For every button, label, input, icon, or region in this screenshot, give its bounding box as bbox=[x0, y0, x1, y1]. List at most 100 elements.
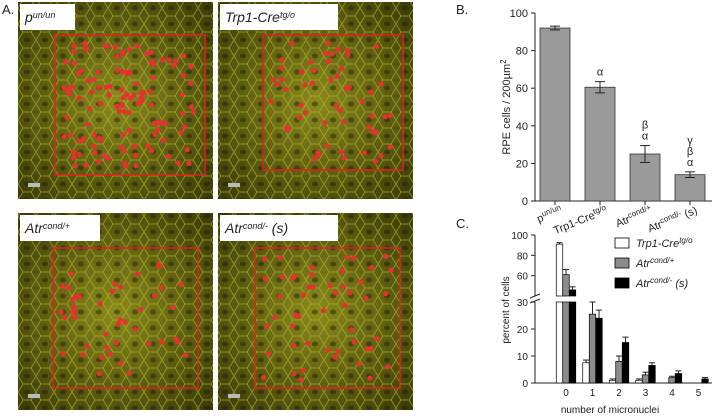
cell-marker bbox=[60, 350, 66, 357]
cell-marker bbox=[132, 326, 138, 332]
cell-marker bbox=[71, 43, 77, 49]
cell-marker bbox=[133, 163, 139, 169]
cell-marker bbox=[385, 364, 391, 370]
cell-marker bbox=[115, 321, 121, 327]
cell-marker bbox=[151, 120, 157, 126]
bar bbox=[615, 361, 623, 384]
cell-marker bbox=[159, 339, 165, 345]
cell-marker bbox=[78, 68, 84, 74]
cell-marker bbox=[283, 86, 289, 93]
cell-marker bbox=[332, 354, 338, 360]
cell-marker bbox=[328, 77, 334, 83]
significance-label: α bbox=[642, 131, 649, 143]
cell-marker bbox=[279, 274, 285, 280]
legend-label-base: Atr bbox=[635, 278, 651, 290]
cell-marker bbox=[125, 71, 131, 77]
cell-marker bbox=[340, 284, 346, 290]
y-tick-label: 0 bbox=[522, 379, 528, 390]
cell-marker bbox=[374, 335, 380, 342]
legend-label-sup: cond/- bbox=[650, 276, 673, 285]
cell-marker bbox=[127, 95, 133, 101]
cell-marker bbox=[166, 57, 172, 63]
bar bbox=[555, 301, 564, 384]
cell-marker bbox=[101, 152, 107, 159]
cell-marker bbox=[339, 268, 345, 274]
scale-bar bbox=[228, 394, 240, 398]
cell-marker bbox=[368, 346, 374, 352]
bar bbox=[582, 362, 590, 384]
micrograph-texture bbox=[18, 213, 213, 410]
cell-marker bbox=[188, 80, 194, 86]
cell-marker bbox=[369, 113, 375, 119]
image-label-sup: cond/- bbox=[243, 221, 268, 231]
cell-marker bbox=[323, 50, 329, 56]
cell-marker bbox=[363, 295, 369, 301]
cell-marker bbox=[134, 43, 140, 49]
cell-marker bbox=[157, 263, 163, 269]
cell-marker bbox=[367, 375, 373, 381]
cell-marker bbox=[279, 65, 285, 71]
cell-marker bbox=[308, 59, 314, 65]
panel-label: B. bbox=[456, 2, 468, 17]
cell-marker bbox=[68, 132, 74, 138]
cell-marker bbox=[333, 103, 339, 109]
cell-marker bbox=[320, 308, 327, 314]
cell-marker bbox=[298, 377, 304, 383]
cell-marker bbox=[98, 354, 104, 360]
cell-marker bbox=[85, 78, 91, 84]
cell-marker bbox=[96, 84, 102, 91]
cell-marker bbox=[137, 306, 143, 313]
bar bbox=[635, 379, 643, 384]
cell-marker bbox=[262, 276, 268, 282]
cell-marker bbox=[345, 52, 351, 58]
significance-label: γ bbox=[687, 135, 693, 147]
cell-marker bbox=[124, 91, 130, 98]
cell-marker bbox=[324, 143, 330, 149]
cell-marker bbox=[133, 81, 139, 87]
label-box bbox=[220, 4, 338, 30]
cell-marker bbox=[329, 51, 335, 57]
cell-marker bbox=[155, 126, 161, 133]
cell-marker bbox=[112, 281, 118, 287]
x-tick-label: 1 bbox=[590, 388, 596, 399]
bar bbox=[555, 243, 564, 297]
cell-marker bbox=[260, 374, 267, 380]
cell-marker bbox=[372, 158, 378, 164]
cell-marker bbox=[92, 150, 98, 156]
cell-marker bbox=[160, 119, 166, 125]
cell-marker bbox=[299, 69, 305, 75]
x-tick-label-sup: cond/+ bbox=[626, 203, 652, 221]
cell-marker bbox=[91, 143, 97, 149]
y-tick-label: 100 bbox=[511, 231, 528, 242]
bar bbox=[568, 301, 577, 384]
bar bbox=[568, 289, 577, 297]
y-tick-label: 20 bbox=[517, 325, 529, 336]
cell-marker bbox=[387, 144, 393, 150]
cell-marker bbox=[291, 342, 297, 349]
label-box bbox=[20, 215, 100, 241]
cell-marker bbox=[120, 94, 126, 101]
bar bbox=[701, 378, 709, 384]
cell-marker bbox=[382, 114, 388, 120]
cell-marker bbox=[58, 309, 64, 315]
legend-label-base: Atr bbox=[635, 258, 651, 270]
scale-bar bbox=[28, 183, 40, 187]
bar bbox=[562, 274, 570, 297]
image-label-base: Atr bbox=[224, 220, 244, 236]
cell-marker bbox=[71, 48, 77, 55]
cell-marker bbox=[96, 158, 102, 165]
error-bar bbox=[550, 25, 560, 31]
cell-marker bbox=[135, 271, 141, 277]
cell-marker bbox=[332, 290, 339, 296]
x-tick-label: 4 bbox=[669, 388, 675, 399]
cell-marker bbox=[181, 124, 188, 130]
cell-marker bbox=[387, 112, 393, 119]
cell-marker bbox=[304, 340, 311, 346]
cell-marker bbox=[279, 76, 285, 82]
legend-label-sup: cond/+ bbox=[650, 256, 675, 265]
image-label: Atrcond/- (s) bbox=[224, 220, 288, 236]
cell-marker bbox=[306, 284, 313, 290]
cell-marker bbox=[309, 271, 315, 278]
cell-marker bbox=[311, 156, 317, 162]
cell-marker bbox=[373, 43, 380, 50]
